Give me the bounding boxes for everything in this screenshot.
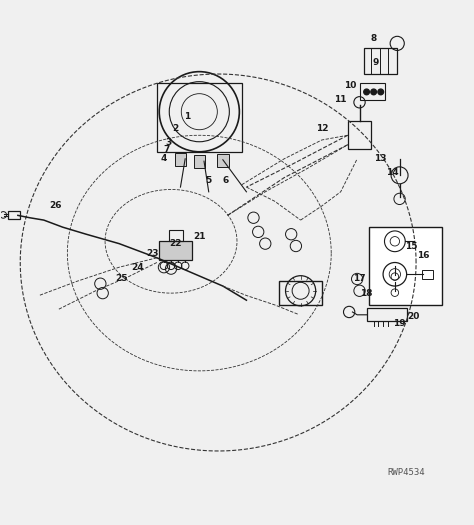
Text: 2: 2 [173, 124, 179, 133]
Text: 21: 21 [193, 232, 206, 241]
Text: 12: 12 [316, 124, 328, 133]
Text: 23: 23 [146, 248, 158, 258]
Text: 4: 4 [161, 154, 167, 163]
Text: 16: 16 [417, 251, 429, 260]
Bar [9, 211, 20, 219]
FancyBboxPatch shape [369, 227, 442, 305]
Text: 17: 17 [353, 275, 366, 284]
Bar [175, 153, 186, 166]
Text: 13: 13 [374, 154, 387, 163]
Text: 8: 8 [371, 34, 377, 43]
Bar [194, 155, 205, 168]
Text: 15: 15 [405, 242, 418, 250]
Text: 18: 18 [360, 289, 373, 298]
Circle shape [371, 89, 376, 94]
Text: 20: 20 [408, 312, 420, 321]
Text: 3: 3 [165, 138, 172, 147]
Circle shape [364, 89, 369, 94]
Bar [159, 242, 192, 260]
Text: 24: 24 [132, 262, 145, 272]
Text: 11: 11 [335, 96, 347, 104]
Bar [157, 83, 242, 152]
Text: 26: 26 [49, 202, 62, 211]
Text: 7: 7 [163, 145, 170, 154]
Bar [422, 269, 434, 279]
Bar [366, 308, 407, 321]
Text: 10: 10 [344, 81, 356, 90]
Text: RWP4534: RWP4534 [388, 468, 426, 477]
Text: 6: 6 [222, 175, 228, 184]
Text: 1: 1 [184, 112, 191, 121]
Text: 22: 22 [170, 239, 182, 248]
Text: 9: 9 [373, 58, 379, 67]
Bar [359, 83, 385, 100]
Bar [217, 154, 228, 167]
Text: 25: 25 [115, 275, 128, 284]
Circle shape [378, 89, 383, 94]
Bar [279, 281, 322, 305]
Text: 14: 14 [386, 169, 399, 177]
Bar [364, 48, 397, 74]
Bar [169, 229, 183, 242]
Text: 19: 19 [393, 319, 406, 328]
Text: 5: 5 [206, 175, 212, 184]
